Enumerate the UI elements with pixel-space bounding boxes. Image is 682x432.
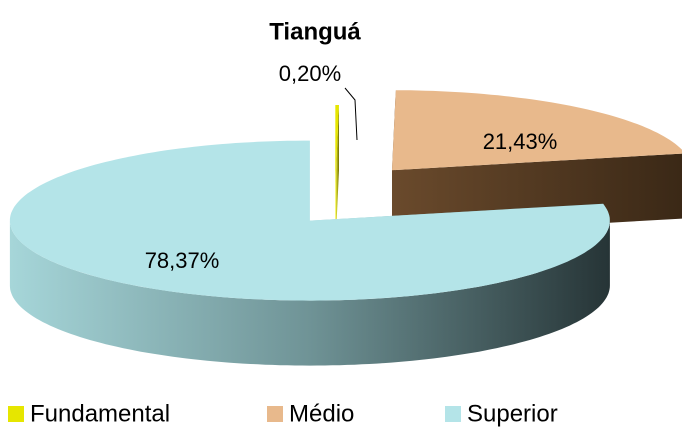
slice-wall [9, 220, 610, 366]
data-label: 0,20% [279, 61, 341, 86]
data-label: 21,43% [483, 129, 558, 154]
slice-top [335, 105, 339, 185]
data-label: 78,37% [145, 248, 220, 273]
legend-swatch [267, 406, 283, 422]
legend-label: Fundamental [30, 400, 170, 427]
chart-title: Tianguá [269, 18, 361, 45]
slice-side [335, 105, 339, 250]
legend-swatch [8, 406, 24, 422]
legend-label: Superior [467, 400, 558, 427]
legend-swatch [445, 406, 461, 422]
leader-line [344, 87, 358, 141]
legend-label: Médio [289, 400, 354, 427]
slice-top [9, 140, 610, 301]
slice-top [392, 90, 682, 171]
